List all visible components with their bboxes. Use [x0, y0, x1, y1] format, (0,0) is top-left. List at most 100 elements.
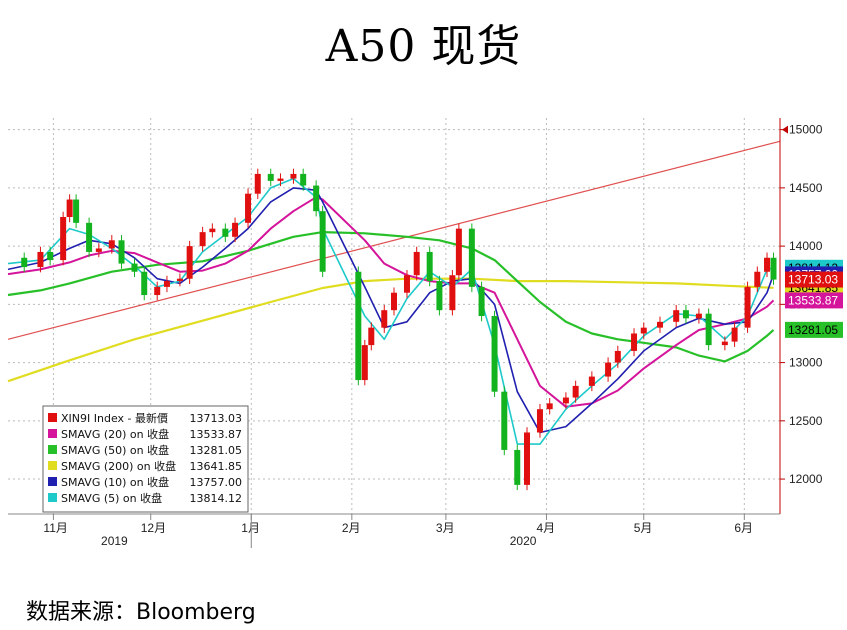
value-tags: 13814.1213757.0013641.8513713.0313533.87…: [785, 259, 843, 338]
candle-body: [267, 173, 274, 181]
moving-average-lines: [7, 177, 775, 445]
candle-body: [300, 173, 307, 186]
candle-body: [186, 246, 193, 279]
y-tick-label: 15000: [789, 123, 823, 137]
candle-body: [656, 321, 663, 328]
y-tick-label: 13000: [789, 356, 823, 370]
sma20-line: [7, 196, 775, 408]
candle-body: [368, 327, 375, 346]
candle-body: [232, 222, 239, 237]
x-tick-label: 3月: [436, 521, 455, 535]
candle-body: [222, 228, 229, 237]
sma200-line: [7, 277, 774, 383]
candle-body: [141, 271, 148, 296]
candle-body: [319, 211, 326, 272]
candle-body: [254, 173, 261, 194]
candle-body: [572, 385, 579, 398]
candle-body: [73, 199, 80, 223]
candle-body: [47, 251, 54, 261]
candle-body: [514, 449, 521, 485]
legend-swatch: [48, 493, 57, 502]
candle-body: [770, 257, 777, 280]
value-tag-label: 13533.87: [788, 293, 838, 307]
candle-body: [536, 409, 543, 433]
candle-body: [21, 257, 28, 268]
candle-body: [403, 275, 410, 293]
candle-body: [381, 310, 388, 328]
legend-swatch: [48, 477, 57, 486]
candle-body: [455, 228, 462, 276]
candle-body: [562, 397, 569, 404]
candle-body: [355, 271, 362, 381]
chart-title: A50 现货: [325, 21, 522, 72]
candle-body: [176, 278, 183, 282]
x-tick-label: 11月: [43, 521, 67, 535]
legend-entry-value: 13281.05: [190, 444, 243, 457]
candle-body: [66, 199, 73, 217]
y-tick-label: 12500: [789, 414, 823, 428]
legend-entry-value: 13641.85: [190, 460, 243, 473]
source-note: 数据来源：Bloomberg: [26, 600, 256, 625]
candle-body: [413, 251, 420, 276]
value-tag-sma50: [785, 321, 843, 338]
candle-body: [501, 391, 508, 450]
candle-body: [290, 173, 297, 179]
candle-body: [131, 263, 138, 272]
candles-layer: [21, 168, 777, 491]
candle-body: [391, 292, 397, 311]
candle-body: [640, 327, 647, 334]
candle-body: [546, 403, 553, 410]
value-tag-label: 13281.05: [788, 323, 838, 337]
value-tag-sma20: [785, 292, 843, 309]
trendline-layer: [7, 140, 781, 340]
candle-body: [209, 228, 216, 233]
trendline: [7, 140, 781, 340]
candle-body: [468, 228, 475, 287]
candle-body: [682, 310, 689, 319]
candle-body: [95, 248, 102, 252]
candle-body: [436, 281, 443, 311]
candle-body: [754, 271, 761, 287]
sma5-line: [7, 177, 774, 445]
candle-body: [86, 222, 93, 252]
legend-entry-name: XIN9I Index - 最新價: [61, 411, 168, 425]
legend-swatch: [48, 445, 57, 454]
candle-body: [491, 316, 498, 392]
candle-body: [361, 345, 368, 381]
x-tick-label: 12月: [141, 521, 166, 535]
y-tick-label: 14500: [789, 181, 823, 195]
candle-body: [744, 286, 751, 328]
x-tick-label: 2月: [342, 521, 361, 535]
sma50-line: [7, 231, 775, 363]
legend-entry-value: 13814.12: [190, 492, 243, 505]
legend-entry-name: SMAVG (5) on 收盘: [61, 491, 162, 505]
candle-body: [118, 240, 125, 264]
legend-swatch: [48, 461, 57, 470]
legend-box: [42, 405, 249, 513]
candle-body: [108, 240, 115, 249]
legend-swatch: [48, 413, 57, 422]
candlestick-chart: 12000125001300013500140001450015000 11月1…: [7, 118, 843, 548]
value-tag-price: [785, 271, 843, 288]
candle-body: [705, 313, 712, 346]
x-tick-label: 5月: [634, 521, 653, 535]
legend-entry-name: SMAVG (20) on 收盘: [61, 427, 169, 441]
candle-body: [478, 286, 485, 316]
sma10-line: [7, 187, 775, 434]
value-tag-label: 13713.03: [788, 273, 838, 287]
candle-body: [523, 432, 530, 485]
x-tick-label: 6月: [734, 521, 753, 535]
legend-swatch: [48, 429, 57, 438]
y-tick-label: 12000: [789, 472, 823, 486]
candle-body: [614, 350, 621, 363]
candle-body: [163, 281, 170, 287]
candle-body: [313, 185, 320, 212]
candle-body: [673, 310, 680, 322]
legend-entry-name: SMAVG (10) on 收盘: [61, 475, 169, 489]
legend-entry-name: SMAVG (200) on 收盘: [61, 459, 176, 473]
legend-entry-value: 13757.00: [190, 476, 243, 489]
candle-body: [631, 333, 638, 351]
candle-body: [588, 376, 595, 386]
candle-body: [60, 217, 67, 261]
x-axis: 11月 12月 1月 2月 3月 4月 5月 6月 2019 2020: [8, 513, 780, 548]
